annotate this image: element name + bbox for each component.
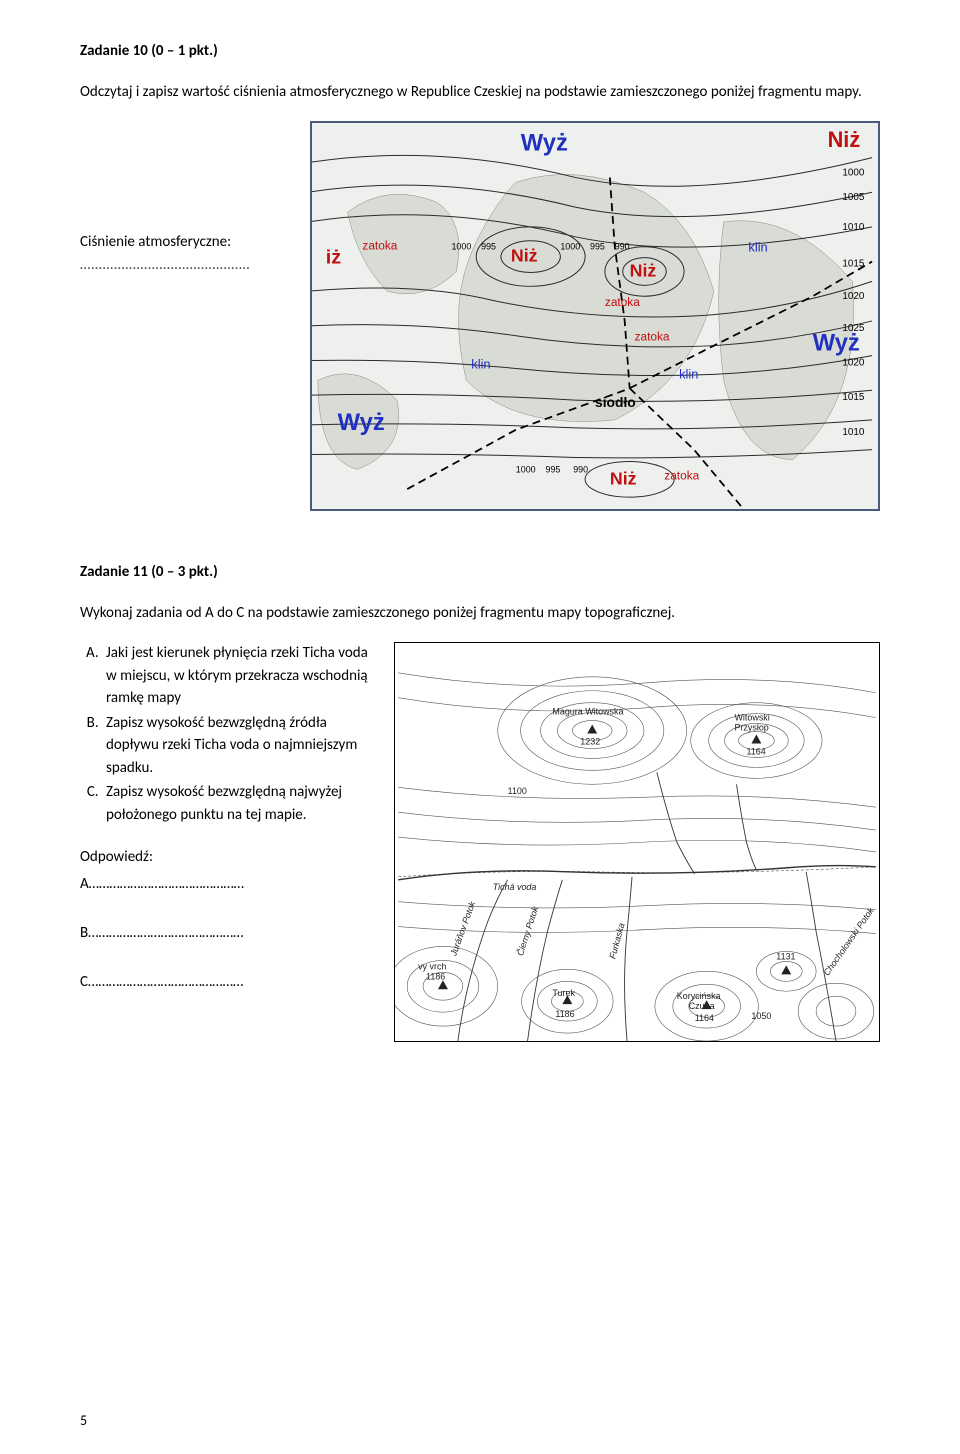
label-niz-c2: Niż: [630, 260, 657, 280]
task-11-prompt: Wykonaj zadania od A do C na podstawie z…: [80, 602, 880, 625]
task-11-item-b: Zapisz wysokość bezwzględną źródła dopły…: [102, 712, 370, 780]
svg-text:1131: 1131: [776, 951, 795, 961]
label-niz-c1: Niż: [511, 246, 538, 266]
svg-text:Chocholowski Potok: Chocholowski Potok: [821, 905, 876, 977]
answer-a-line: A………………………………………: [80, 873, 370, 896]
svg-text:1164: 1164: [695, 1013, 714, 1023]
svg-text:Čierny Potok: Čierny Potok: [515, 905, 540, 957]
task-10-title: Zadanie 10 (0 – 1 pkt.): [80, 40, 880, 63]
river-ticha-voda-label: Tichá voda: [493, 882, 537, 892]
label-zatoka-4: zatoka: [664, 468, 699, 482]
answer-label: Odpowiedź:: [80, 846, 370, 869]
svg-text:1010: 1010: [842, 427, 864, 438]
label-klin-left: klin: [471, 356, 490, 371]
svg-text:990: 990: [573, 464, 588, 474]
svg-text:1186: 1186: [555, 1009, 574, 1019]
svg-text:995: 995: [546, 464, 561, 474]
svg-text:1025: 1025: [842, 323, 864, 334]
synoptic-map: Wyż Niż iż zatoka Niż Niż klin zatoka za…: [310, 121, 880, 511]
svg-text:1050: 1050: [751, 1011, 771, 1021]
svg-text:1005: 1005: [842, 192, 864, 203]
svg-text:1010: 1010: [842, 222, 864, 233]
page-number: 5: [80, 1410, 87, 1431]
label-niz-bottom: Niż: [610, 468, 637, 488]
svg-text:Czuba: Czuba: [689, 1001, 715, 1011]
task-11-item-a: Jaki jest kierunek płynięcia rzeki Ticha…: [102, 642, 370, 710]
svg-text:1020: 1020: [842, 357, 864, 368]
label-zatoka-3: zatoka: [635, 330, 670, 344]
topographic-map: Magura Witowska 1232 Witowski Przysłop 1…: [394, 642, 880, 1042]
label-wyz-top: Wyż: [521, 130, 568, 157]
svg-text:vy vrch: vy vrch: [418, 961, 446, 971]
label-iz-left: iż: [326, 247, 341, 269]
svg-text:1020: 1020: [842, 291, 864, 302]
svg-text:Furkaska: Furkaska: [607, 922, 626, 960]
svg-text:1186: 1186: [426, 971, 445, 981]
svg-text:1100: 1100: [508, 786, 527, 796]
task-10-prompt: Odczytaj i zapisz wartość ciśnienia atmo…: [80, 81, 880, 104]
svg-text:Korycińska: Korycińska: [677, 991, 721, 1001]
svg-text:1232: 1232: [580, 736, 600, 746]
svg-text:1000: 1000: [516, 464, 536, 474]
task-11-list: Jaki jest kierunek płynięcia rzeki Ticha…: [102, 642, 370, 826]
label-niz-top-right: Niż: [828, 127, 861, 152]
label-klin-right: klin: [748, 240, 767, 255]
svg-text:1000: 1000: [842, 167, 864, 178]
label-zatoka-2: zatoka: [605, 295, 640, 309]
label-zatoka-1: zatoka: [362, 239, 397, 253]
svg-text:1164: 1164: [746, 746, 765, 756]
answer-c-line: C………………………………………: [80, 971, 370, 994]
task-11-item-c: Zapisz wysokość bezwzględną najwyżej poł…: [102, 781, 370, 826]
peak-witowski-label: Witowski: [735, 713, 770, 723]
label-siodlo: siodło: [595, 394, 636, 410]
task-11-title: Zadanie 11 (0 – 3 pkt.): [80, 561, 880, 584]
task-11-left-column: Jaki jest kierunek płynięcia rzeki Ticha…: [80, 642, 370, 997]
task-10-content-row: Ciśnienie atmosferyczne: ………………………………………: [80, 121, 880, 511]
task-11-content-row: Jaki jest kierunek płynięcia rzeki Ticha…: [80, 642, 880, 1042]
svg-text:Turek: Turek: [552, 988, 575, 998]
svg-text:1000: 1000: [451, 242, 471, 252]
svg-text:1015: 1015: [842, 259, 864, 270]
pressure-blank-line: ………………………………………: [80, 254, 290, 277]
svg-text:1015: 1015: [842, 392, 864, 403]
svg-text:Przysłop: Przysłop: [735, 723, 769, 733]
answers-block: Odpowiedź: A……………………………………… B………………………………: [80, 846, 370, 993]
svg-text:995: 995: [590, 242, 605, 252]
pressure-label: Ciśnienie atmosferyczne:: [80, 231, 290, 254]
label-wyz-left: Wyż: [338, 409, 385, 436]
label-klin-mid: klin: [679, 366, 698, 381]
pressure-label-block: Ciśnienie atmosferyczne: ………………………………………: [80, 121, 290, 276]
svg-text:995: 995: [481, 242, 496, 252]
answer-b-line: B………………………………………: [80, 922, 370, 945]
svg-text:1000: 1000: [560, 242, 580, 252]
svg-text:990: 990: [615, 242, 630, 252]
peak-magura-label: Magura Witowska: [552, 707, 623, 717]
